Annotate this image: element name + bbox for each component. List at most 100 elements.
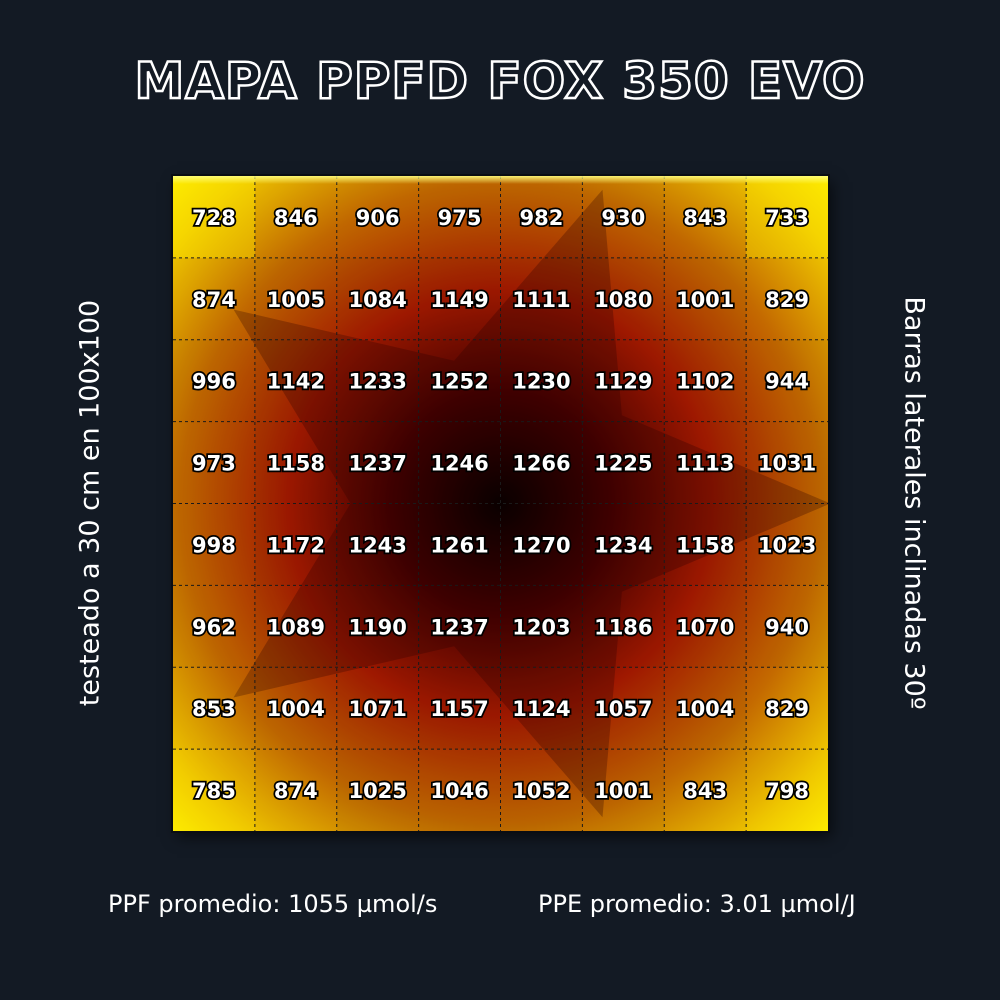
- heatmap-cell: [500, 503, 583, 586]
- cell-value-label: 798: [765, 779, 809, 803]
- cell-value-label: 1190: [348, 615, 406, 639]
- heatmap-cell: [173, 176, 255, 258]
- cell-value-label: 1129: [594, 370, 652, 394]
- cell-value-label: 785: [192, 779, 236, 803]
- cell-value-label: 1234: [594, 533, 652, 557]
- cell-value-label: 1158: [267, 452, 325, 476]
- heatmap-cell: [500, 749, 583, 831]
- heatmap-cell: [336, 585, 419, 668]
- cell-value-label: 906: [356, 206, 400, 230]
- heatmap-cell: [582, 503, 665, 586]
- cell-value-label: 1233: [348, 370, 406, 394]
- cell-value-label: 944: [765, 370, 809, 394]
- heatmap-cell: [254, 339, 337, 422]
- cell-value-label: 1111: [512, 288, 570, 312]
- cell-value-label: 940: [765, 615, 809, 639]
- cell-value-label: 1149: [430, 288, 488, 312]
- heatmap-cell: [500, 257, 583, 340]
- cell-value-label: 1237: [430, 615, 488, 639]
- heatmap-cell: [173, 421, 255, 504]
- heatmap-cell: [336, 339, 419, 422]
- heatmap-cell: [254, 585, 337, 668]
- cell-value-label: 1102: [676, 370, 734, 394]
- heatmap-cell: [418, 585, 501, 668]
- heatmap-cell: [254, 421, 337, 504]
- cell-value-label: 975: [438, 206, 482, 230]
- heatmap-cell: [418, 667, 501, 750]
- heatmap-cell: [746, 176, 828, 258]
- test-conditions-label: testeado a 30 cm en 100x100: [74, 299, 106, 707]
- cell-value-label: 853: [192, 697, 236, 721]
- heatmap-cell: [500, 176, 583, 258]
- cell-value-label: 1004: [676, 697, 734, 721]
- cell-value-label: 1158: [676, 533, 734, 557]
- heatmap-cell: [418, 503, 501, 586]
- chart-title: MAPA PPFD FOX 350 EVO: [133, 51, 866, 112]
- heatmap-cell: [500, 339, 583, 422]
- cell-value-label: 1031: [758, 452, 816, 476]
- cell-value-label: 843: [683, 206, 727, 230]
- heatmap-cell: [254, 257, 337, 340]
- heatmap-cell: [254, 667, 337, 750]
- heatmap-cell: [418, 421, 501, 504]
- heatmap-cell: [336, 421, 419, 504]
- cell-value-label: 1230: [512, 370, 570, 394]
- heatmap-cell: [582, 421, 665, 504]
- cell-value-label: 1124: [512, 697, 570, 721]
- heatmap-cell: [664, 421, 747, 504]
- ppfd-heatmap: 728 846 906 975 982 930 843 733 874 1005 1084 1149 1…: [173, 176, 828, 831]
- cell-value-label: 962: [192, 615, 236, 639]
- cell-value-label: 843: [683, 779, 727, 803]
- cell-value-label: 1266: [512, 452, 570, 476]
- heatmap-cell: [173, 503, 255, 586]
- star-shape: [233, 189, 828, 818]
- ppe-average: PPE promedio: 3.01 µmol/J: [538, 890, 856, 918]
- cell-value-label: 1270: [512, 533, 570, 557]
- cell-value-label: 1005: [267, 288, 325, 312]
- cell-value-label: 1071: [348, 697, 406, 721]
- star-overlay: [233, 189, 828, 818]
- heatmap-cell: [664, 339, 747, 422]
- heatmap-cell: [746, 503, 828, 586]
- cell-value-label: 1186: [594, 615, 652, 639]
- cell-value-label: 728: [192, 206, 236, 230]
- heatmap-cell: [664, 503, 747, 586]
- cell-value-label: 1046: [430, 779, 488, 803]
- heatmap-cell: [582, 339, 665, 422]
- cell-value-label: 874: [274, 779, 318, 803]
- heatmap-cell: [582, 667, 665, 750]
- cell-value-label: 874: [192, 288, 236, 312]
- heatmap-cell: [500, 421, 583, 504]
- heatmap-cell: [418, 339, 501, 422]
- cell-value-label: 1157: [430, 697, 488, 721]
- cell-value-label: 1070: [676, 615, 734, 639]
- cell-value-label: 996: [192, 370, 236, 394]
- heatmap-cell: [664, 257, 747, 340]
- cell-value-label: 733: [765, 206, 809, 230]
- cell-value-label: 1023: [758, 533, 816, 557]
- heatmap-cell: [664, 667, 747, 750]
- heatmap-cell: [173, 749, 255, 831]
- heatmap-cell: [336, 667, 419, 750]
- heatmap-cell: [418, 749, 501, 831]
- cell-value-label: 1025: [348, 779, 406, 803]
- heatmap-cell: [500, 585, 583, 668]
- heatmap-cell: [418, 257, 501, 340]
- cell-value-label: 1080: [594, 288, 652, 312]
- cell-value-label: 1001: [594, 779, 652, 803]
- cell-value-label: 1237: [348, 452, 406, 476]
- heatmap-cell: [173, 339, 255, 422]
- side-bars-label: Barras laterales inclinadas 30º: [898, 296, 930, 710]
- cell-value-label: 1113: [676, 452, 734, 476]
- cell-value-label: 1004: [267, 697, 325, 721]
- cell-value-label: 1089: [267, 615, 325, 639]
- cell-value-label: 982: [520, 206, 564, 230]
- cell-value-label: 1142: [267, 370, 325, 394]
- cell-value-label: 1261: [430, 533, 488, 557]
- heatmap-svg: 728 846 906 975 982 930 843 733 874 1005 1084 1149 1…: [173, 176, 828, 831]
- cell-value-label: 1001: [676, 288, 734, 312]
- cell-value-label: 1057: [594, 697, 652, 721]
- cell-value-label: 1052: [512, 779, 570, 803]
- cell-value-label: 1252: [430, 370, 488, 394]
- heatmap-cell: [336, 257, 419, 340]
